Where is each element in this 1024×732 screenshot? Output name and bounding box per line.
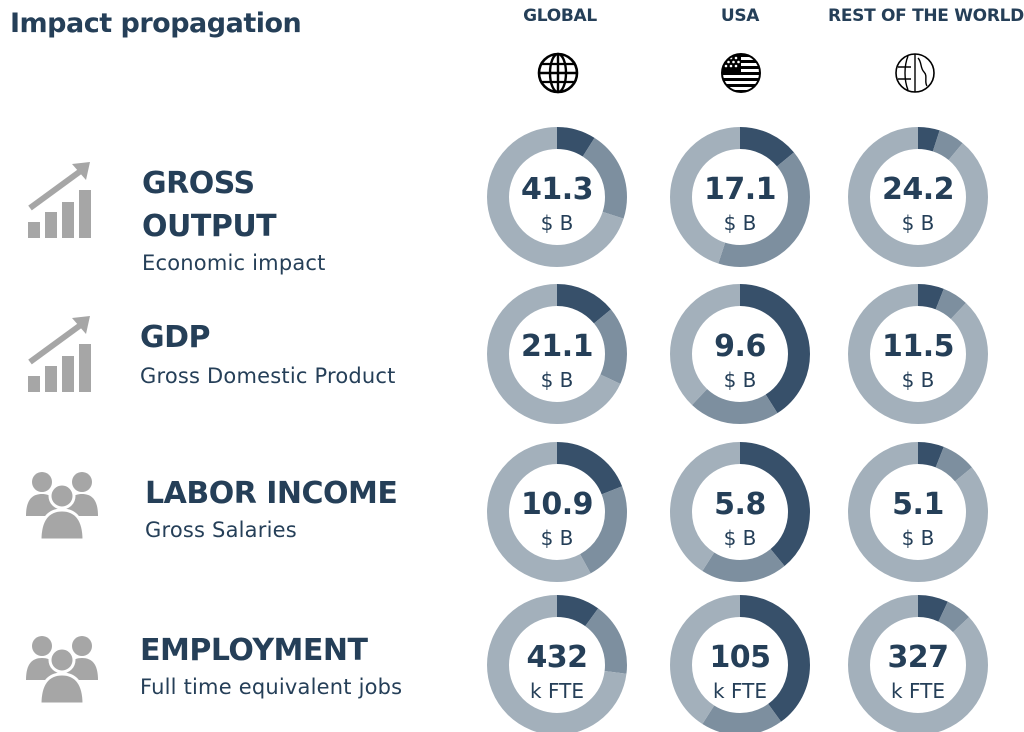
donut-unit-label: $ B [541, 526, 574, 550]
donut-segment [670, 284, 810, 424]
donut-value-label: 41.3 [521, 172, 593, 207]
donut-segment [670, 595, 810, 732]
donut-segment [487, 595, 627, 732]
metric-name-gross-output-line1: GROSS [142, 166, 255, 201]
donut-segment [670, 442, 810, 582]
donut-segment [487, 284, 627, 424]
metric-description-labor-income: Gross Salaries [145, 518, 297, 542]
donut-unit-label: $ B [724, 211, 757, 235]
donut-employment-rest-of-the-world: 327 k FTE [848, 595, 988, 732]
metric-description-employment: Full time equivalent jobs [140, 675, 403, 699]
donut-segment [670, 595, 810, 732]
donut-unit-label: $ B [902, 368, 935, 392]
donut-value-label: 11.5 [882, 329, 954, 364]
donut-segment [848, 442, 988, 582]
growth-chart-icon [28, 316, 91, 392]
donut-value-label: 21.1 [521, 329, 593, 364]
donut-segment [670, 284, 810, 424]
people-group-icon [26, 472, 98, 542]
donut-segment [487, 284, 627, 424]
donut-value-label: 5.8 [714, 487, 766, 522]
metric-name-employment: EMPLOYMENT [140, 633, 368, 668]
donut-segment [848, 284, 988, 424]
donut-segment [487, 595, 627, 732]
globe-icon [537, 52, 579, 94]
donut-value-label: 24.2 [882, 172, 954, 207]
donut-value-label: 9.6 [714, 329, 766, 364]
donut-unit-label: k FTE [891, 679, 945, 703]
donut-segment [487, 442, 627, 582]
donut-gross-output-usa: 17.1 $ B [670, 127, 810, 267]
donut-employment-usa: 105 k FTE [670, 595, 810, 732]
donut-gdp-global: 21.1 $ B [487, 284, 627, 424]
donut-unit-label: $ B [724, 368, 757, 392]
donut-gross-output-rest-of-the-world: 24.2 $ B [848, 127, 988, 267]
donut-unit-label: $ B [541, 368, 574, 392]
donut-segment [487, 442, 627, 582]
donut-segment [848, 127, 988, 267]
donut-value-label: 17.1 [704, 172, 776, 207]
donut-value-label: 10.9 [521, 487, 593, 522]
donut-segment [670, 127, 810, 267]
donut-unit-label: $ B [902, 526, 935, 550]
us-flag-globe-icon [721, 53, 761, 93]
donut-value-label: 105 [709, 640, 770, 675]
donut-unit-label: $ B [902, 211, 935, 235]
page-title: Impact propagation [10, 8, 302, 39]
metric-name-gross-output-line2: OUTPUT [142, 209, 277, 244]
donut-unit-label: $ B [541, 211, 574, 235]
donut-segment [487, 127, 627, 267]
column-header-global: GLOBAL [523, 6, 597, 26]
column-header-rest-of-world: REST OF THE WORLD [828, 6, 1024, 26]
metric-description-gdp: Gross Domestic Product [140, 364, 396, 388]
people-group-icon [26, 636, 98, 706]
donut-segment [848, 595, 988, 732]
donut-labor-income-rest-of-the-world: 5.1 $ B [848, 442, 988, 582]
donut-value-label: 432 [526, 640, 587, 675]
column-header-usa: USA [720, 6, 760, 26]
donut-labor-income-global: 10.9 $ B [487, 442, 627, 582]
metric-description-gross-output: Economic impact [142, 251, 326, 275]
metric-name-gdp: GDP [140, 320, 211, 355]
donut-value-label: 327 [887, 640, 948, 675]
donut-segment [670, 442, 810, 582]
world-icon [895, 53, 935, 93]
donut-gdp-rest-of-the-world: 11.5 $ B [848, 284, 988, 424]
donut-gross-output-global: 41.3 $ B [487, 127, 627, 267]
donut-employment-global: 432 k FTE [487, 595, 627, 732]
donut-unit-label: k FTE [713, 679, 767, 703]
donut-unit-label: k FTE [530, 679, 584, 703]
donut-segment [487, 127, 627, 267]
donut-value-label: 5.1 [892, 487, 944, 522]
donut-gdp-usa: 9.6 $ B [670, 284, 810, 424]
metric-name-labor-income: LABOR INCOME [145, 476, 398, 511]
growth-chart-icon [28, 162, 91, 238]
donut-unit-label: $ B [724, 526, 757, 550]
donut-labor-income-usa: 5.8 $ B [670, 442, 810, 582]
donut-segment [670, 127, 810, 267]
